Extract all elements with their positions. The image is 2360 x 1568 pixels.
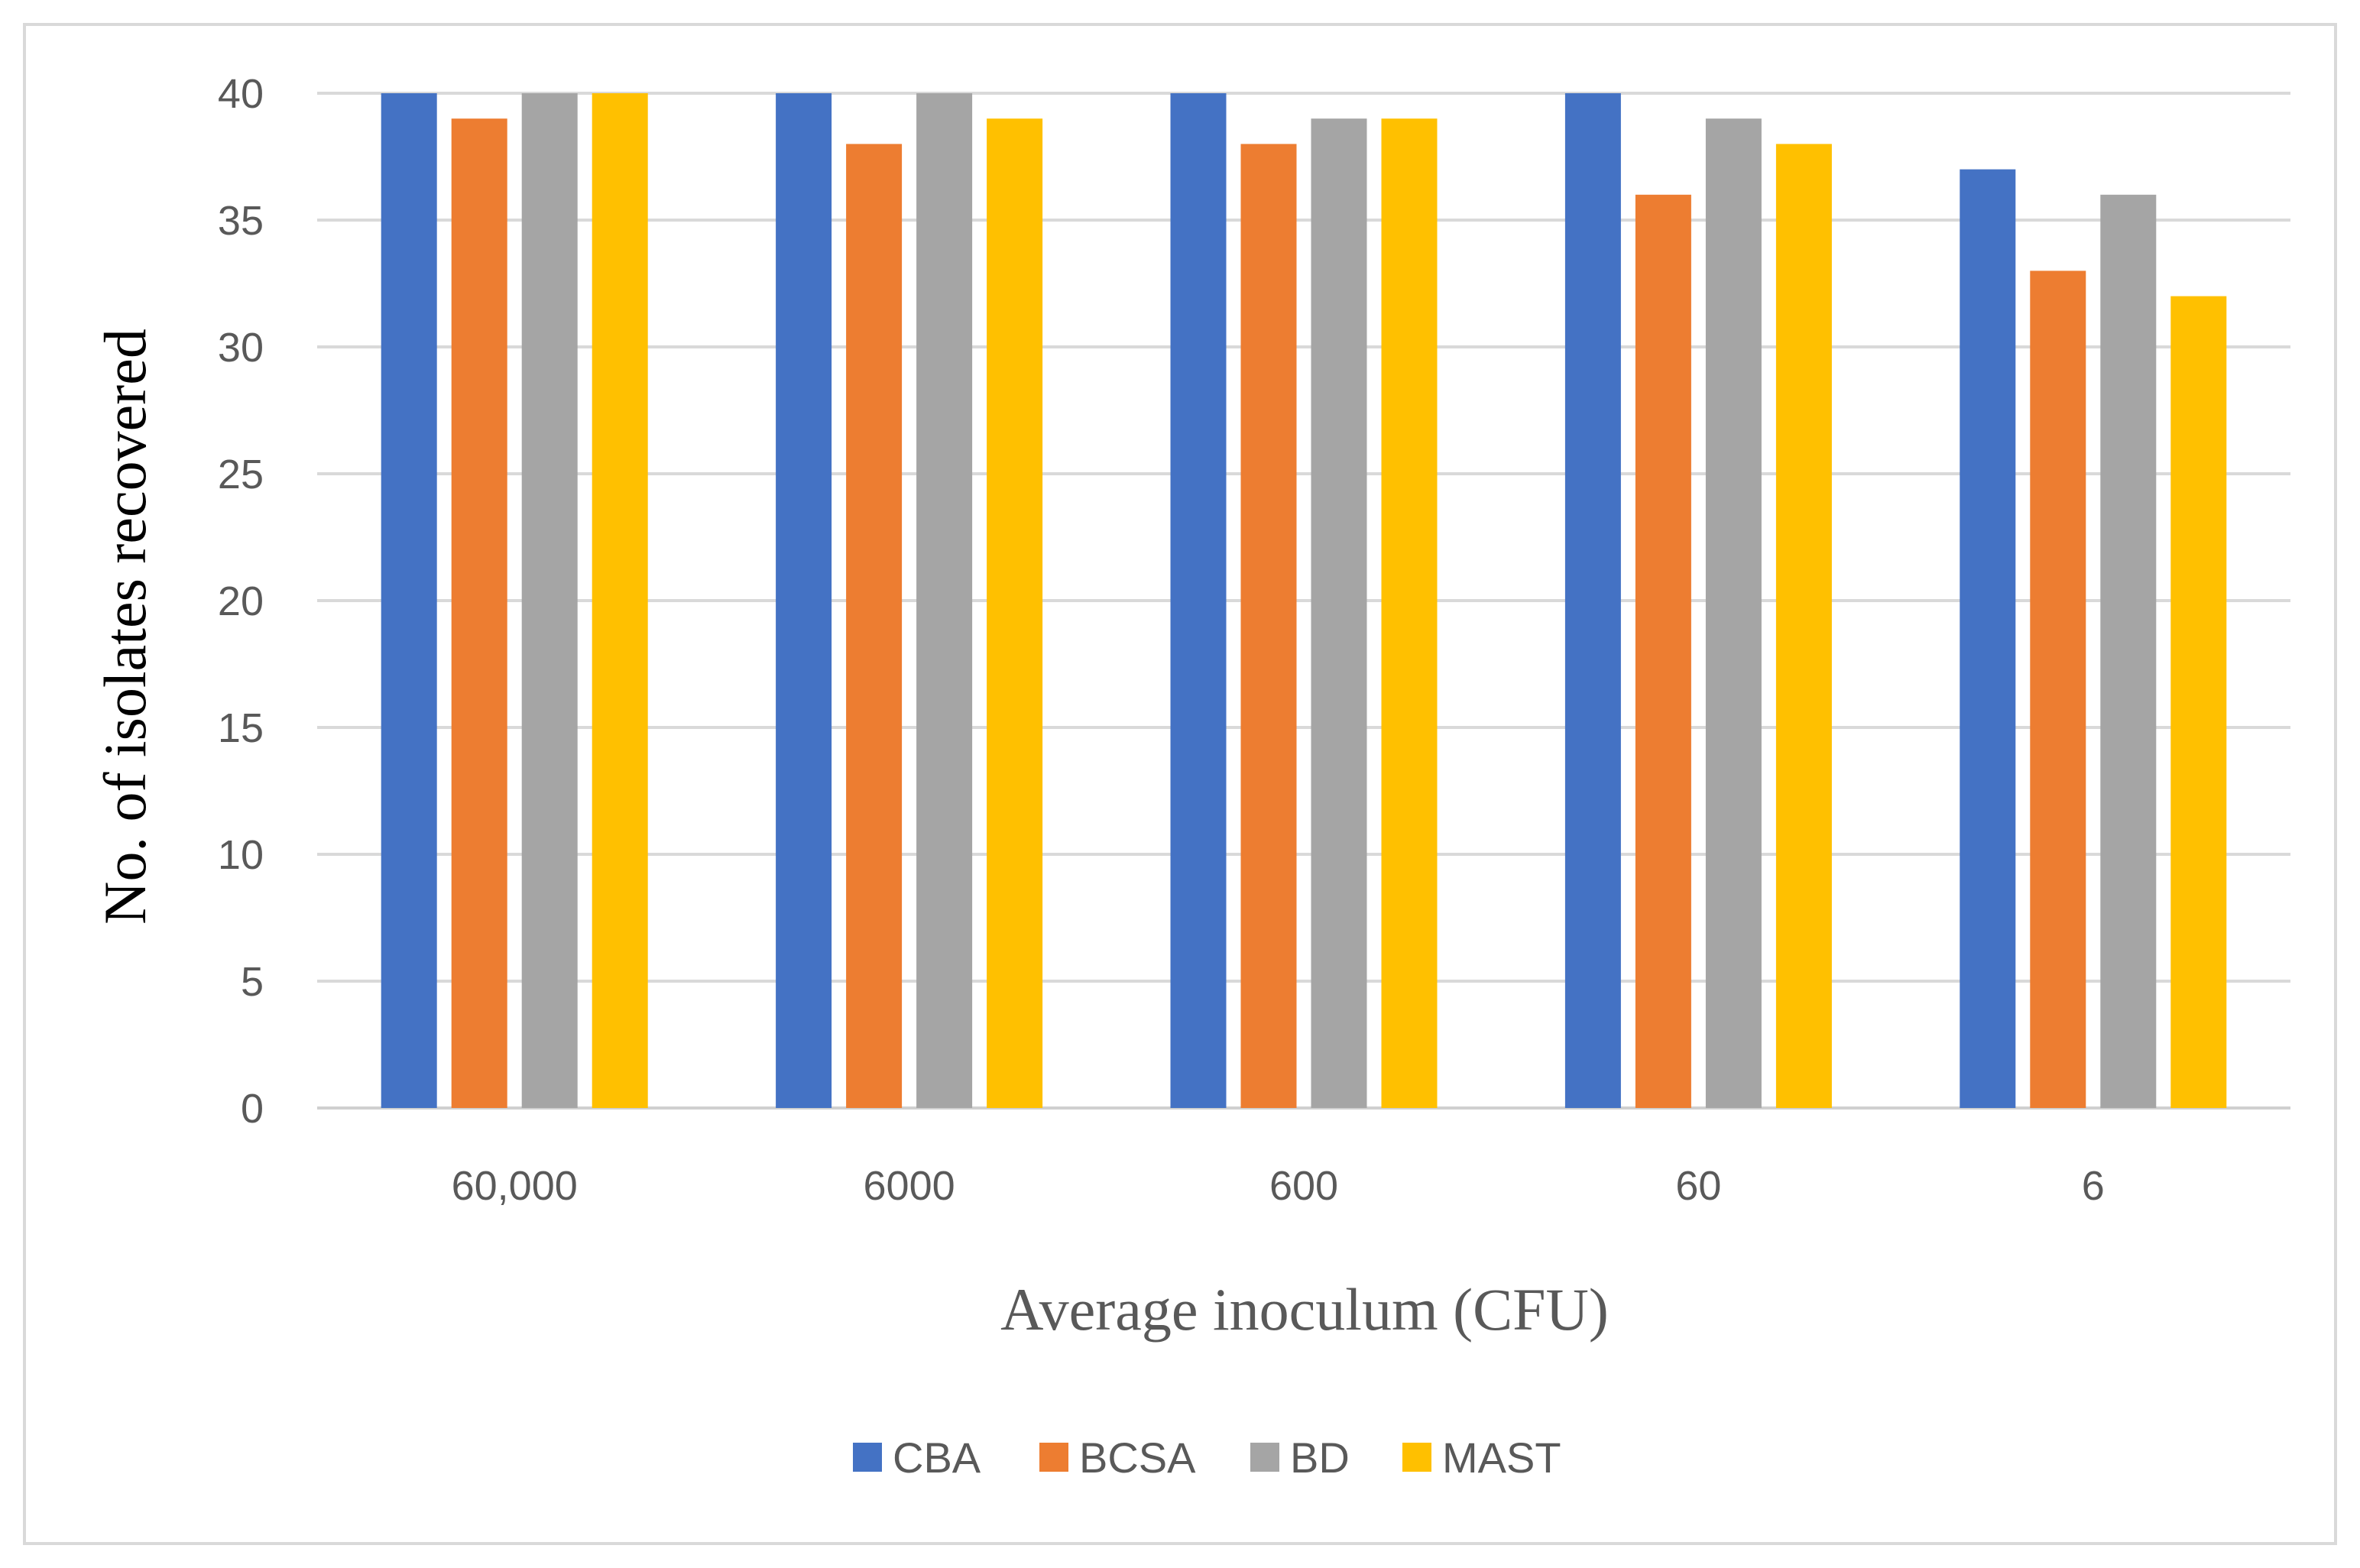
bar-bd-1 bbox=[916, 93, 973, 1108]
x-tick-label: 600 bbox=[1269, 1163, 1338, 1209]
x-tick-label: 60 bbox=[1675, 1163, 1721, 1209]
legend-label: CBA bbox=[893, 1434, 981, 1482]
y-tick-label: 20 bbox=[218, 578, 264, 624]
tick-labels: 0 5 10 15 20 25 30 35 40 60,000 6000 600 60 6 bbox=[218, 71, 2105, 1209]
x-tick-label: 60,000 bbox=[452, 1163, 578, 1209]
y-tick-label: 15 bbox=[218, 705, 264, 751]
bar-bcsa-1 bbox=[846, 144, 903, 1108]
legend-label: MAST bbox=[1442, 1434, 1561, 1482]
legend: CBA BCSA BD MAST bbox=[853, 1434, 1561, 1482]
x-tick-label: 6000 bbox=[864, 1163, 955, 1209]
bar-cba-2 bbox=[1170, 93, 1227, 1108]
legend-item-cba: CBA bbox=[853, 1434, 981, 1482]
legend-swatch bbox=[1039, 1443, 1068, 1472]
bar-bcsa-4 bbox=[2030, 271, 2086, 1108]
bar-cba-1 bbox=[776, 93, 832, 1108]
legend-item-mast: MAST bbox=[1402, 1434, 1561, 1482]
bar-mast-0 bbox=[592, 93, 648, 1108]
bar-mast-4 bbox=[2170, 296, 2227, 1109]
x-axis-title: Average inoculum (CFU) bbox=[1000, 1276, 1609, 1343]
y-tick-label: 40 bbox=[218, 71, 264, 117]
bar-bd-2 bbox=[1311, 118, 1367, 1109]
bars bbox=[381, 93, 2227, 1109]
legend-item-bcsa: BCSA bbox=[1039, 1434, 1196, 1482]
legend-label: BCSA bbox=[1079, 1434, 1196, 1482]
bar-bd-3 bbox=[1705, 118, 1762, 1109]
bar-bcsa-0 bbox=[451, 118, 507, 1109]
bar-cba-4 bbox=[1960, 169, 2016, 1109]
bar-cba-3 bbox=[1564, 93, 1621, 1108]
y-axis-title: No. of isolates recovered bbox=[92, 329, 158, 925]
legend-swatch bbox=[1402, 1443, 1431, 1472]
y-tick-label: 5 bbox=[241, 959, 264, 1005]
bar-cba-0 bbox=[381, 93, 437, 1108]
legend-item-bd: BD bbox=[1250, 1434, 1350, 1482]
legend-label: BD bbox=[1290, 1434, 1350, 1482]
y-tick-label: 0 bbox=[241, 1086, 264, 1132]
bar-bcsa-2 bbox=[1240, 144, 1297, 1108]
legend-swatch bbox=[1250, 1443, 1279, 1472]
bar-mast-3 bbox=[1775, 144, 1832, 1108]
legend-swatch bbox=[853, 1443, 882, 1472]
y-tick-label: 25 bbox=[218, 452, 264, 497]
x-tick-label: 6 bbox=[2082, 1163, 2105, 1209]
y-tick-label: 35 bbox=[218, 198, 264, 244]
bar-bd-4 bbox=[2100, 194, 2157, 1108]
bar-mast-1 bbox=[987, 118, 1043, 1109]
bar-mast-2 bbox=[1381, 118, 1438, 1109]
bar-bcsa-3 bbox=[1635, 194, 1691, 1108]
y-tick-label: 10 bbox=[218, 832, 264, 878]
bar-bd-0 bbox=[521, 93, 578, 1108]
y-tick-label: 30 bbox=[218, 325, 264, 371]
